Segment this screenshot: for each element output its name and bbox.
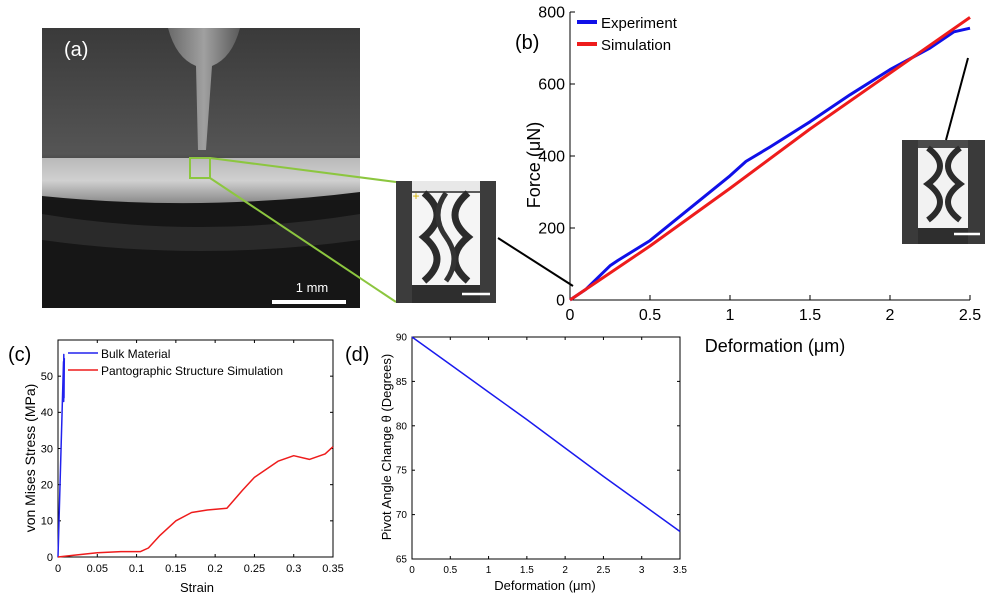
x-tick-label: 3	[639, 565, 645, 576]
y-tick-label: 400	[538, 149, 565, 166]
inset-marker-cross: +	[412, 189, 419, 203]
chart-c-ylabel: von Mises Stress (MPa)	[22, 384, 38, 533]
pantographic-structure-simulation-line	[57, 446, 334, 558]
chart-b-legend: Experiment Simulation	[577, 15, 678, 54]
bulk-material-line	[57, 353, 66, 558]
y-tick-label: 0	[47, 552, 53, 564]
y-tick-label: 200	[538, 221, 565, 238]
sem-zoom-box	[189, 157, 211, 179]
series-0-line	[411, 336, 681, 533]
x-tick-label: 0	[409, 565, 415, 576]
chart-b-xlabel: Deformation (μm)	[705, 336, 845, 356]
chart-c-legend: Bulk Material Pantographic Structure Sim…	[68, 347, 283, 378]
chart-b-ylabel: Force (μN)	[524, 122, 544, 208]
y-tick-label: 70	[396, 510, 408, 521]
inset1-pointer	[497, 237, 574, 287]
inset-pantograph-initial: +	[396, 181, 496, 303]
x-tick-label: 2	[562, 565, 568, 576]
inset-pantograph-deformed	[902, 140, 985, 244]
y-tick-label: 50	[41, 371, 53, 383]
x-tick-label: 1	[726, 307, 735, 324]
zoom-line-top	[209, 157, 397, 183]
chart-c-xlabel: Strain	[180, 580, 214, 595]
sem-indenter-tip	[168, 28, 240, 150]
x-tick-label: 1.5	[799, 307, 821, 324]
y-tick-label: 80	[396, 421, 408, 432]
x-tick-label: 0.3	[286, 563, 301, 575]
panel-a-label: (a)	[64, 39, 88, 61]
legend-experiment-label: Experiment	[601, 15, 678, 32]
x-tick-label: 0.1	[129, 563, 144, 575]
y-tick-label: 600	[538, 77, 565, 94]
y-tick-label: 20	[41, 480, 53, 492]
x-tick-label: 0.15	[165, 563, 186, 575]
chart-d-pivot-angle: (d) Pivot Angle Change θ (Degrees) Defor…	[345, 333, 687, 594]
y-tick-label: 85	[396, 377, 408, 388]
y-tick-label: 40	[41, 407, 53, 419]
x-tick-label: 0	[55, 563, 61, 575]
x-tick-label: 2	[886, 307, 895, 324]
x-tick-label: 2.5	[959, 307, 981, 324]
y-tick-label: 65	[396, 555, 408, 566]
panel-b-label: (b)	[515, 32, 539, 54]
legend-simulation-label: Simulation	[601, 37, 671, 54]
y-tick-label: 10	[41, 516, 53, 528]
x-tick-label: 2.5	[596, 565, 610, 576]
y-tick-label: 30	[41, 443, 53, 455]
sem-surface-reflection	[42, 214, 360, 251]
inset2-pointer	[945, 57, 969, 141]
x-tick-label: 0.05	[87, 563, 108, 575]
x-tick-label: 1.5	[520, 565, 534, 576]
panel-c-label: (c)	[8, 344, 31, 366]
chart-d-xlabel: Deformation (μm)	[494, 578, 595, 593]
legend-pantograph-label: Pantographic Structure Simulation	[101, 364, 283, 378]
x-tick-label: 0.2	[207, 563, 222, 575]
y-tick-label: 0	[556, 293, 565, 310]
chart-d-ylabel: Pivot Angle Change θ (Degrees)	[379, 354, 394, 540]
chart-b-force-deformation: (b) Force (μN) Deformation (μm) Experime…	[515, 5, 981, 356]
x-tick-label: 1	[486, 565, 492, 576]
legend-bulk-label: Bulk Material	[101, 347, 170, 361]
scale-bar-label: 1 mm	[296, 280, 329, 295]
x-tick-label: 0.5	[443, 565, 457, 576]
zoom-line-bottom	[209, 177, 397, 303]
x-tick-label: 0.35	[322, 563, 343, 575]
sem-sample-plate	[42, 158, 360, 204]
x-tick-label: 0.25	[244, 563, 265, 575]
y-tick-label: 800	[538, 5, 565, 22]
simulation-line	[569, 16, 971, 302]
sem-lower-shadow	[42, 200, 360, 308]
sem-image-panel: (a) 1 mm	[42, 28, 397, 308]
x-tick-label: 0	[566, 307, 575, 324]
panel-d-label: (d)	[345, 344, 369, 366]
y-tick-label: 90	[396, 333, 408, 344]
scale-bar	[272, 300, 346, 304]
x-tick-label: 3.5	[673, 565, 687, 576]
y-tick-label: 75	[396, 466, 408, 477]
plot-frame	[411, 336, 681, 560]
chart-c-stress-strain: (c) von Mises Stress (MPa) Strain Bulk M…	[8, 339, 344, 595]
x-tick-label: 0.5	[639, 307, 661, 324]
